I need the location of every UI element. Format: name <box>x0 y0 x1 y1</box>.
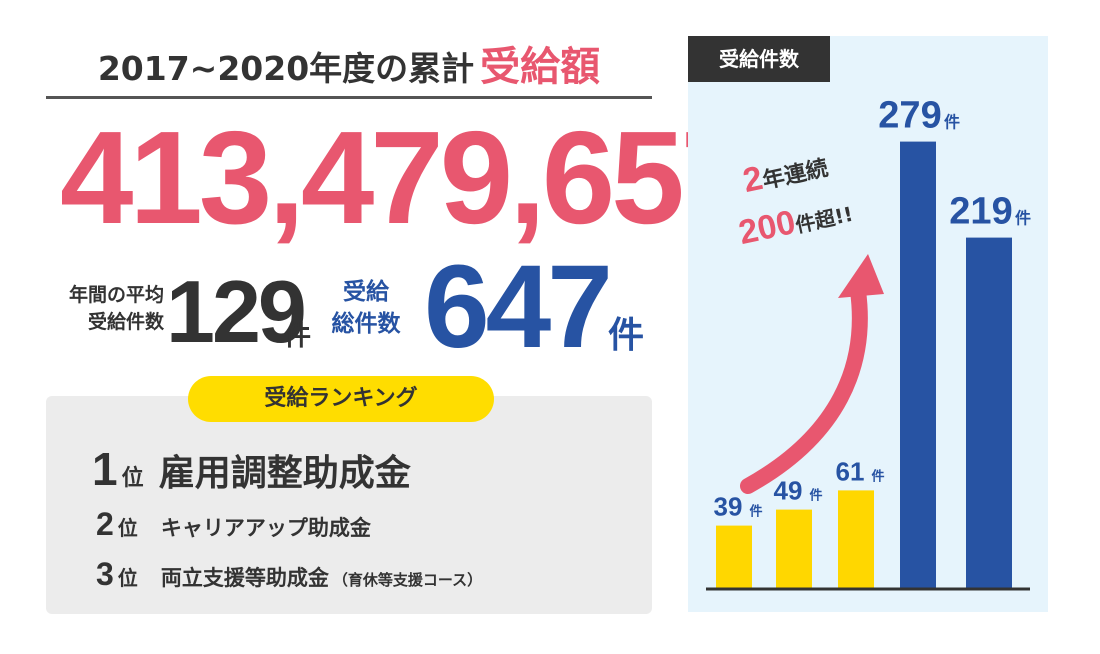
bar-1-unit-label: 件 <box>749 504 762 520</box>
callout-line1-text: 年連続 <box>760 155 831 195</box>
ranking-item-2-rank: 2 <box>96 506 114 542</box>
bar-4-value-label: 279 <box>878 95 941 137</box>
ranking-item-3-name: 両立支援等助成金 <box>160 566 329 590</box>
headline-prefix: 2017~2020年度の累計 <box>97 49 475 88</box>
ranking-item-2-name: キャリアアップ助成金 <box>160 516 371 540</box>
ranking-item-3-rank: 3 <box>96 556 114 592</box>
headline-keyword: 受給額 <box>480 44 601 90</box>
ranking-title: 受給ランキング <box>188 376 494 422</box>
chart-title: 受給件数 <box>688 36 830 82</box>
ranking-item-2-suffix: 位 <box>117 516 138 540</box>
bar-3 <box>838 490 874 588</box>
bar-5-unit-label: 件 <box>1015 209 1031 228</box>
ranking-item-1-suffix: 位 <box>121 466 144 491</box>
trend-arrow-head <box>838 254 884 298</box>
bar-2-value-label: 49 <box>774 476 803 506</box>
ranking-item-1-name: 雇用調整助成金 <box>158 453 411 494</box>
bar-2-unit-label: 件 <box>809 488 822 504</box>
ranking-item-3-suffix: 位 <box>117 566 138 590</box>
bar-4-unit-label: 件 <box>944 113 960 132</box>
ranking-item-1-rank: 1 <box>92 443 118 495</box>
bar-4 <box>900 141 936 588</box>
annual-average-label: 年間の平均 受給件数 <box>44 282 164 336</box>
annual-average-label-line1: 年間の平均 <box>68 284 164 306</box>
total-count-label-line2: 総件数 <box>331 311 401 337</box>
trend-arrow-shaft <box>740 283 868 494</box>
total-count-value: 647 <box>424 241 613 373</box>
total-amount: 413,479,657円 <box>60 112 786 244</box>
total-count-label: 受給 総件数 <box>318 276 414 340</box>
bar-2 <box>776 509 812 588</box>
annual-average-value: 129 <box>166 262 307 361</box>
bar-1-value-label: 39 <box>714 492 743 522</box>
bar-5-value-label: 219 <box>949 191 1012 233</box>
annual-average-label-line2: 受給件数 <box>87 311 164 333</box>
bar-1 <box>716 525 752 588</box>
total-count-unit: 件 <box>608 315 645 356</box>
headline: 2017~2020年度の累計 受給額 <box>46 34 652 99</box>
ranking-item-3-note: （育休等支援コース） <box>332 571 483 589</box>
bar-5 <box>966 237 1012 588</box>
bar-3-unit-label: 件 <box>871 468 884 484</box>
callout-line2-text: 件超!! <box>793 201 856 238</box>
bar-3-value-label: 61 <box>836 456 865 486</box>
callout-line2-number: 200 <box>735 203 799 253</box>
annual-average-unit: 件 <box>284 321 311 352</box>
total-count-label-line1: 受給 <box>343 279 389 305</box>
ranking-panel <box>46 396 652 614</box>
total-amount-value: 413,479,657 <box>60 104 754 251</box>
